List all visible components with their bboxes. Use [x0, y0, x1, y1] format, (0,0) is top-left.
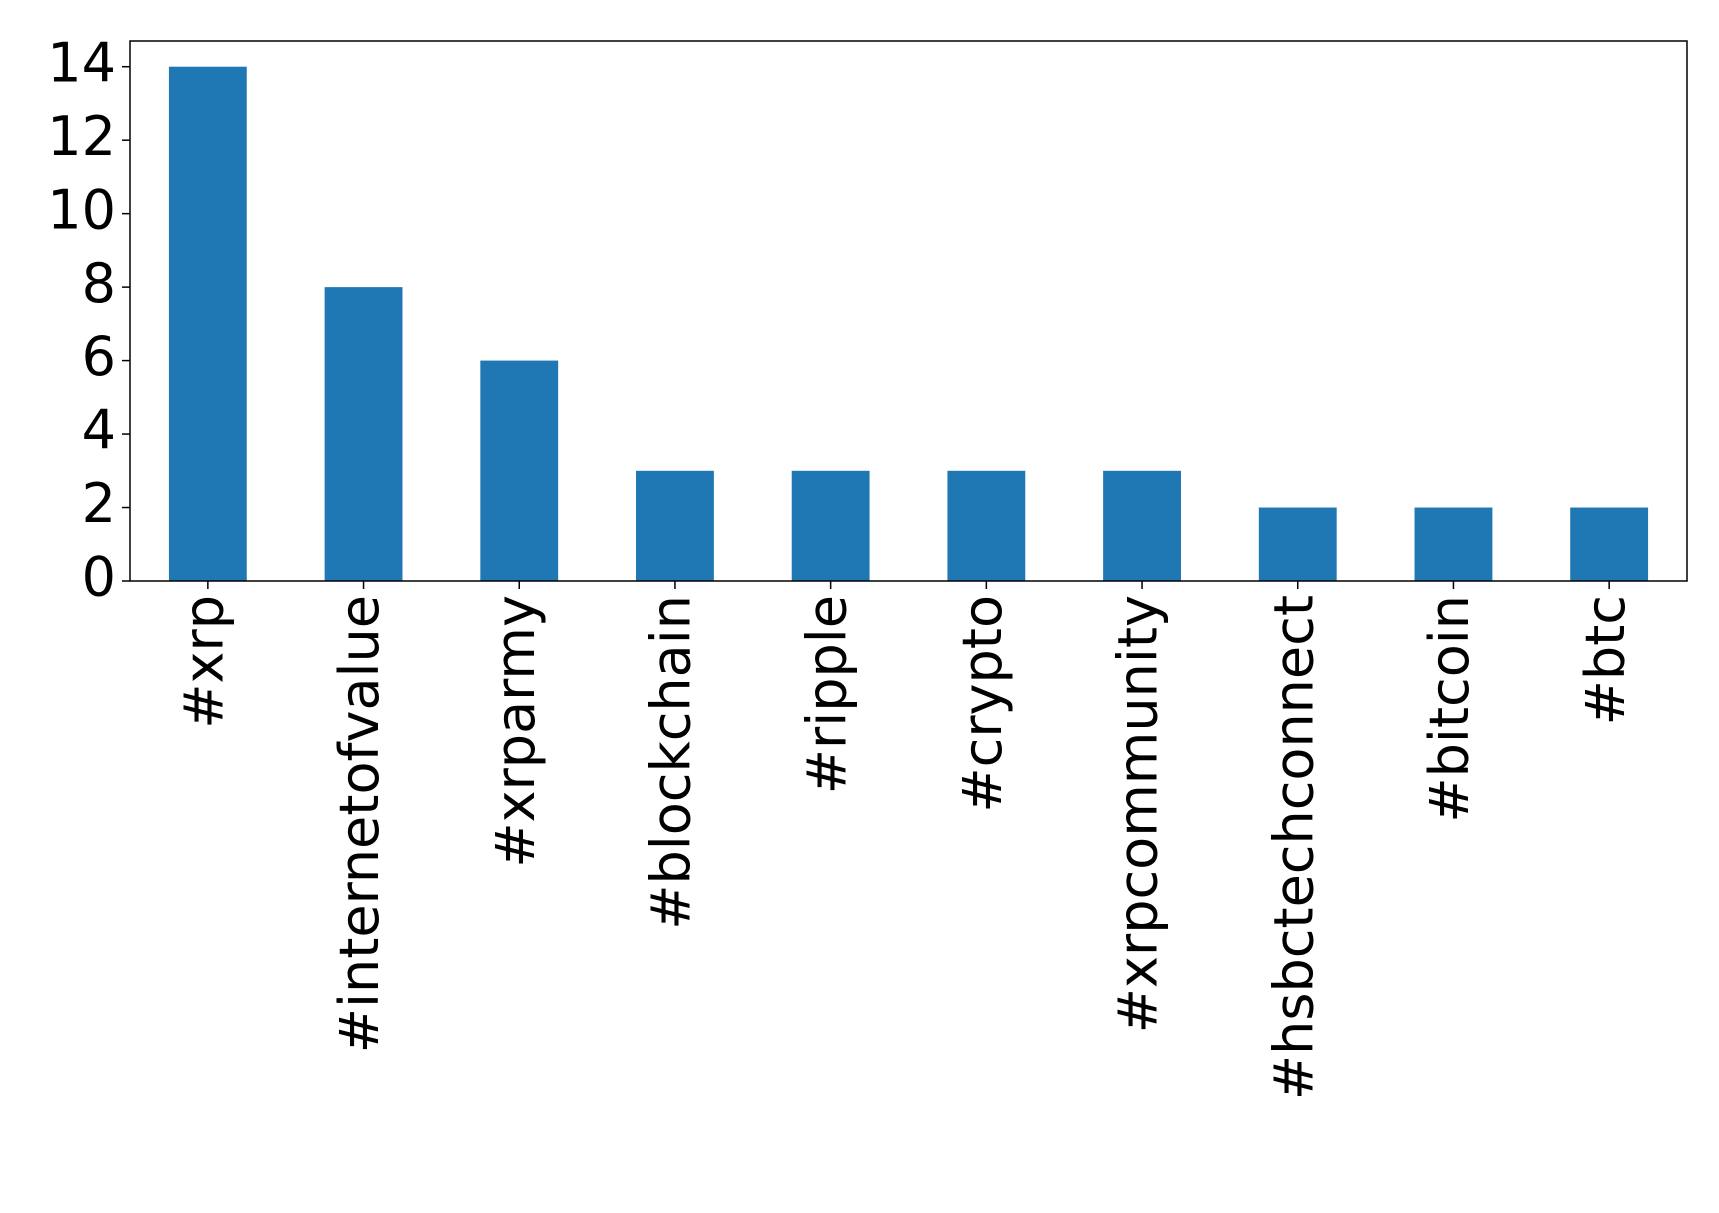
y-tick-label: 4 [82, 399, 116, 462]
bar [1570, 507, 1649, 581]
bar [1103, 470, 1181, 581]
bar [947, 470, 1026, 581]
x-tick-label: #bitcoin [1418, 595, 1481, 823]
bar [480, 360, 559, 581]
x-tick-label: #xrpcommunity [1107, 595, 1170, 1033]
bar [168, 66, 247, 581]
x-tick-label: #hsbctechconnect [1262, 595, 1325, 1100]
x-tick-label: #crypto [951, 595, 1014, 813]
x-tick-label: #blockchain [640, 595, 703, 930]
x-tick-label: #btc [1574, 595, 1637, 725]
y-tick-label: 2 [82, 472, 116, 535]
bar [1258, 507, 1337, 581]
y-tick-label: 14 [47, 31, 116, 94]
bar [791, 470, 870, 581]
x-tick-label: #xrp [172, 595, 235, 729]
x-tick-label: #internetofvalue [328, 595, 391, 1053]
y-tick-label: 8 [82, 252, 116, 315]
bar [324, 287, 403, 581]
plot-frame [129, 40, 1688, 582]
y-tick-label: 6 [82, 325, 116, 388]
x-tick-label: #ripple [795, 595, 858, 794]
y-tick-label: 10 [47, 178, 116, 241]
x-tick-label: #xrparmy [484, 595, 547, 868]
y-tick-label: 12 [47, 105, 116, 168]
bar [1414, 507, 1493, 581]
y-tick-label: 0 [82, 546, 116, 609]
bar [636, 470, 714, 581]
